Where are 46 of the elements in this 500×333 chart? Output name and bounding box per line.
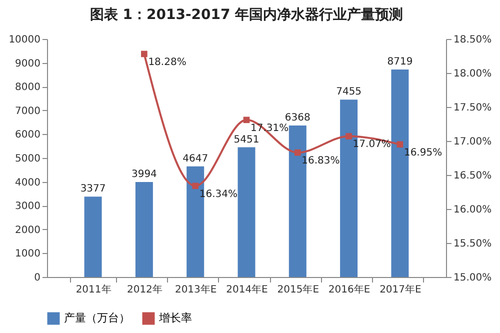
data-label: 3994 xyxy=(131,168,157,180)
y-tick-label: 0 xyxy=(34,272,40,284)
point xyxy=(346,133,352,140)
data-label: 3377 xyxy=(80,184,106,195)
bar xyxy=(84,196,102,277)
y-tick-label: 1000 xyxy=(15,248,40,260)
point xyxy=(141,50,148,58)
data-label: 6368 xyxy=(284,112,310,124)
y-tick-label: 2000 xyxy=(15,224,40,236)
legend-label: 增长率 xyxy=(158,312,192,325)
y-tick-label: 8000 xyxy=(15,82,40,94)
y2-tick-label: 17.00% xyxy=(454,136,492,148)
point xyxy=(243,116,250,124)
data-label: 18.28% xyxy=(148,56,186,68)
x-tick-label: 2015年E xyxy=(277,284,320,296)
x-tick-label: 2017年E xyxy=(380,284,422,296)
point xyxy=(294,149,301,156)
y-tick-label: 3000 xyxy=(15,201,40,212)
y2-tick-label: 15.00% xyxy=(454,272,492,284)
y-tick-label: 4000 xyxy=(15,177,40,188)
y-tick-label: 9000 xyxy=(15,58,40,70)
y-tick-label: 7000 xyxy=(15,106,40,117)
bar xyxy=(135,182,153,277)
bar xyxy=(238,147,256,277)
y2-tick-label: 18.50% xyxy=(454,34,492,46)
y-tick-label: 6000 xyxy=(15,130,40,141)
x-tick-label: 2013年E xyxy=(174,284,217,296)
x-tick-label: 2012年 xyxy=(126,284,162,296)
point xyxy=(192,182,199,190)
chart-title: 图表 1：2013-2017 年国内净水器行业产量预测 xyxy=(90,6,404,23)
data-label: 8719 xyxy=(387,56,413,68)
legend-label: 产量（万台） xyxy=(64,312,130,325)
y-tick-label: 5000 xyxy=(15,154,40,164)
data-label: 7455 xyxy=(336,86,362,98)
x-tick-label: 2014年E xyxy=(226,284,268,296)
data-label: 5451 xyxy=(234,134,260,146)
y2-tick-label: 15.50% xyxy=(454,238,492,250)
y2-tick-label: 16.50% xyxy=(454,170,492,182)
y-tick-label: 10000 xyxy=(8,34,40,46)
x-tick-label: 2016年E xyxy=(328,284,370,296)
data-label: 4647 xyxy=(182,153,208,164)
y2-tick-label: 16.00% xyxy=(454,204,492,216)
point xyxy=(396,141,404,148)
x-tick-label: 2011年 xyxy=(76,284,112,296)
y2-tick-label: 17.50% xyxy=(454,102,492,114)
y2-tick-label: 18.00% xyxy=(454,68,492,80)
